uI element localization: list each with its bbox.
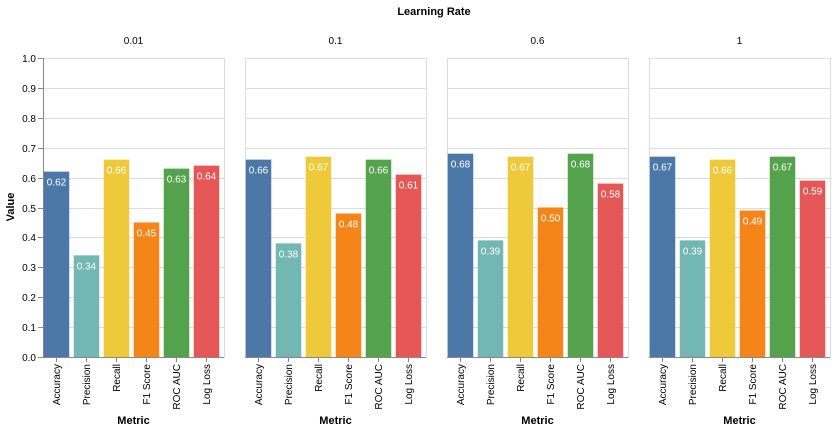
x-tick-label: ROC AUC <box>374 364 385 410</box>
facet-title: 0.1 <box>329 36 343 47</box>
bar-value-label: 0.45 <box>137 228 157 239</box>
bar-value-label: 0.66 <box>249 166 269 177</box>
x-axis-title: Metric <box>117 415 149 427</box>
y-tick-label: 0.1 <box>22 323 36 334</box>
bar-value-label: 0.48 <box>339 219 359 230</box>
x-tick-label: ROC AUC <box>576 364 587 410</box>
y-axis-title: Value <box>5 193 17 222</box>
y-tick-label: 0.7 <box>22 144 36 155</box>
bar <box>133 222 160 357</box>
bar <box>739 210 766 357</box>
facet-panel-1: 0.1 0.66 Accuracy 0.38 Precision 0.67 Recall 0.… <box>245 36 427 427</box>
x-tick-label: ROC AUC <box>778 364 789 410</box>
x-tick-label: Recall <box>314 364 325 392</box>
x-axis-title: Metric <box>319 415 351 427</box>
facet-title: 1 <box>737 36 743 47</box>
bar-value-label: 0.66 <box>107 166 127 177</box>
x-tick-label: Log Loss <box>606 364 617 405</box>
y-tick-label: 0.3 <box>22 263 36 274</box>
x-tick-label: Precision <box>486 364 497 405</box>
bar <box>245 159 272 357</box>
y-tick-label: 0.4 <box>22 233 36 244</box>
x-tick-label: Precision <box>82 364 93 405</box>
x-tick-label: Accuracy <box>254 364 265 405</box>
bar <box>769 156 796 357</box>
bar <box>43 171 70 357</box>
bar <box>73 255 100 357</box>
facet-panel-3: 1 0.67 Accuracy 0.39 Precision 0.66 Recall 0.49… <box>649 36 831 427</box>
x-tick-label: Precision <box>284 364 295 405</box>
y-tick-label: 0.5 <box>22 204 36 215</box>
x-tick-label: Accuracy <box>52 364 63 405</box>
x-tick-label: Log Loss <box>404 364 415 405</box>
x-tick-label: Recall <box>718 364 729 392</box>
y-tick-label: 1.0 <box>22 54 36 65</box>
bar <box>395 174 422 357</box>
bar-value-label: 0.66 <box>369 166 389 177</box>
y-tick-label: 0.6 <box>22 174 36 185</box>
bar <box>447 153 474 357</box>
bar-value-label: 0.62 <box>47 178 67 189</box>
bar <box>597 183 624 357</box>
x-tick-label: ROC AUC <box>172 364 183 410</box>
bar <box>799 180 826 357</box>
chart-title: Learning Rate <box>397 6 470 18</box>
bar <box>477 240 504 357</box>
bar <box>507 156 534 357</box>
facets-group: 0.01 0.0 0.1 0.2 0.3 0.4 0.5 0.6 0.7 0.8 0.9 1.0 0.6… <box>22 36 831 427</box>
bar <box>163 168 190 357</box>
bar <box>679 240 706 357</box>
x-tick-label: F1 Score <box>748 364 759 405</box>
x-tick-label: F1 Score <box>546 364 557 405</box>
bar <box>649 156 676 357</box>
bar-value-label: 0.34 <box>77 261 97 272</box>
y-tick-label: 0.2 <box>22 293 36 304</box>
x-tick-label: Recall <box>112 364 123 392</box>
x-tick-label: Log Loss <box>202 364 213 405</box>
facet-title: 0.6 <box>531 36 545 47</box>
bar-value-label: 0.50 <box>541 214 561 225</box>
bar <box>537 207 564 357</box>
x-axis-title: Metric <box>521 415 553 427</box>
facet-panel-2: 0.6 0.68 Accuracy 0.39 Precision 0.67 Recall 0.… <box>447 36 629 427</box>
facet-title: 0.01 <box>124 36 144 47</box>
x-tick-label: Log Loss <box>808 364 819 405</box>
bar <box>275 243 302 357</box>
bar-value-label: 0.38 <box>279 249 299 260</box>
x-tick-label: Accuracy <box>456 364 467 405</box>
bar-value-label: 0.68 <box>571 160 591 171</box>
y-tick-label: 0.0 <box>22 353 36 364</box>
bar-value-label: 0.61 <box>399 181 419 192</box>
bar <box>103 159 130 357</box>
bar-value-label: 0.68 <box>451 160 471 171</box>
bar <box>567 153 594 357</box>
bar-value-label: 0.67 <box>309 163 329 174</box>
bar <box>335 213 362 357</box>
bar <box>709 159 736 357</box>
x-tick-label: Accuracy <box>658 364 669 405</box>
bar <box>305 156 332 357</box>
x-tick-label: Recall <box>516 364 527 392</box>
bar-value-label: 0.66 <box>713 166 733 177</box>
bar-value-label: 0.49 <box>743 216 763 227</box>
x-axis-title: Metric <box>723 415 755 427</box>
facet-panel-0: 0.01 0.0 0.1 0.2 0.3 0.4 0.5 0.6 0.7 0.8 0.9 1.0 0.6… <box>22 36 225 427</box>
bar-value-label: 0.39 <box>683 246 703 257</box>
bar <box>365 159 392 357</box>
bar <box>193 165 220 357</box>
bar-value-label: 0.67 <box>773 163 793 174</box>
x-tick-label: Precision <box>688 364 699 405</box>
y-tick-label: 0.8 <box>22 114 36 125</box>
bar-value-label: 0.39 <box>481 246 501 257</box>
bar-value-label: 0.58 <box>601 190 621 201</box>
bar-value-label: 0.67 <box>653 163 673 174</box>
bar-value-label: 0.59 <box>803 187 823 198</box>
bar-value-label: 0.63 <box>167 175 187 186</box>
y-tick-label: 0.9 <box>22 84 36 95</box>
x-tick-label: F1 Score <box>344 364 355 405</box>
x-tick-label: F1 Score <box>142 364 153 405</box>
bar-value-label: 0.64 <box>197 172 217 183</box>
bar-value-label: 0.67 <box>511 163 531 174</box>
